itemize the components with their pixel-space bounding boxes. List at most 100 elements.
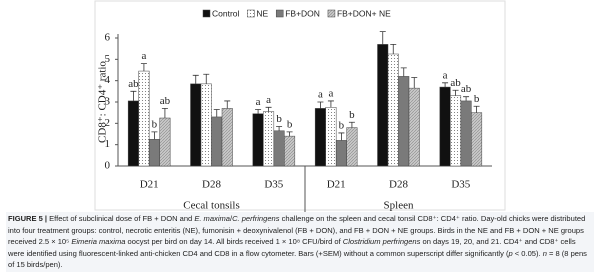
error-bar: [286, 131, 293, 137]
caption-text: FIGURE 5 |: [8, 214, 48, 223]
significance-letter: b: [276, 113, 282, 125]
error-bar: [203, 73, 210, 84]
error-bar: [192, 74, 199, 84]
x-tick-label: D35: [264, 179, 283, 191]
bar: [221, 108, 233, 167]
caption-text: < 0.05).: [512, 248, 543, 258]
bar: [439, 86, 451, 167]
y-tick-label: 3: [105, 96, 111, 108]
caption-text: oocyst per bird on day 14. All birds rec…: [125, 237, 343, 247]
error-bar: [265, 106, 272, 112]
bar: [200, 83, 212, 167]
caption-text: E. maxima: [194, 214, 230, 223]
bar: [377, 44, 389, 167]
y-tick-label: 6: [105, 32, 111, 44]
chart: CD8⁺: CD4⁺ ratio 0 1 2 3 4 5 6 D21 D28 D35 D21 D28 D…: [94, 0, 506, 212]
significance-letter: a: [266, 94, 271, 106]
group-label: Spleen: [384, 200, 414, 212]
error-bar: [224, 100, 231, 109]
bar: [325, 107, 337, 167]
bar: [138, 70, 150, 167]
caption-text: n: [542, 248, 547, 258]
bar: [398, 76, 410, 167]
legend-swatch: [247, 9, 255, 18]
error-bar: [140, 63, 147, 72]
significance-letter: b: [474, 93, 480, 105]
y-tick-label: 5: [105, 53, 111, 65]
group-label: Cecal tonsils: [183, 200, 240, 212]
bar: [460, 100, 472, 167]
error-bar: [213, 109, 220, 117]
error-bar: [400, 67, 407, 77]
bar: [159, 117, 171, 167]
legend-swatch: [202, 9, 211, 18]
error-bar: [411, 77, 418, 89]
caption-text: C. perfringens: [232, 214, 280, 223]
bar: [408, 87, 420, 167]
legend-swatch: [327, 9, 336, 18]
x-tick-label: D28: [389, 179, 408, 191]
error-bar: [130, 90, 137, 101]
bar: [314, 108, 326, 167]
caption-text: Clostridium perfringens: [342, 237, 421, 247]
error-bar: [390, 44, 397, 54]
significance-letter: b: [152, 118, 158, 130]
significance-letter: ab: [461, 83, 472, 95]
error-bar: [338, 132, 345, 141]
caption-text: /: [229, 214, 233, 223]
significance-letter: b: [287, 118, 293, 130]
bar: [471, 112, 483, 167]
caption-text: = 8 (8 pens of 15 birds/pen).: [8, 248, 587, 270]
bar: [273, 130, 285, 167]
caption: FIGURE 5 | Effect of subclinical dose of…: [6, 212, 594, 272]
caption-text: on days 19, 20, and 21. CD4⁺ and CD8⁺ ce…: [8, 237, 576, 258]
error-bar: [463, 96, 470, 101]
legend-label: Control: [212, 8, 240, 18]
error-bar: [379, 31, 386, 45]
y-axis-label: CD8⁺: CD4⁺ ratio: [97, 61, 109, 143]
error-bar: [317, 101, 324, 109]
caption-text: Eimeria maxima: [71, 237, 126, 247]
legend-label: NE: [256, 8, 268, 18]
y-tick-label: 1: [105, 138, 111, 150]
legend-swatch: [275, 9, 284, 18]
error-bar: [442, 82, 449, 88]
y-tick-label: 0: [105, 160, 111, 172]
chart-frame: [94, 0, 506, 211]
error-bar: [348, 121, 355, 128]
caption-text: p: [508, 248, 513, 258]
error-bar: [276, 126, 283, 131]
significance-letter: ab: [160, 95, 171, 107]
bar: [346, 127, 358, 167]
significance-letter: b: [339, 119, 345, 131]
bar: [252, 113, 264, 167]
legend-label: FB+DON: [285, 8, 320, 18]
x-tick-label: D28: [202, 179, 221, 191]
significance-letter: a: [328, 87, 333, 99]
error-bar: [452, 89, 459, 96]
x-tick-label: D35: [451, 179, 470, 191]
significance-letter: b: [349, 109, 355, 121]
significance-letter: ab: [450, 77, 461, 89]
caption-text: Effect of subclinical dose of FB + DON a…: [47, 214, 195, 223]
bar: [387, 53, 399, 167]
bar: [190, 83, 202, 167]
error-bar: [473, 105, 480, 113]
significance-letter: a: [443, 69, 448, 81]
x-tick-label: D21: [140, 179, 159, 191]
bar: [284, 135, 296, 167]
legend-label: FB+DON+ NE: [337, 8, 391, 18]
bar: [211, 116, 223, 167]
error-bar: [327, 100, 334, 108]
significance-letter: ab: [128, 78, 139, 90]
error-bar: [255, 109, 262, 114]
bar: [127, 100, 139, 167]
significance-letter: a: [141, 50, 146, 62]
bar: [263, 111, 275, 167]
significance-letter: a: [318, 89, 323, 101]
x-tick-label: D21: [327, 179, 346, 191]
error-bar: [161, 108, 168, 118]
error-bar: [151, 131, 158, 140]
y-tick-label: 2: [105, 117, 111, 129]
